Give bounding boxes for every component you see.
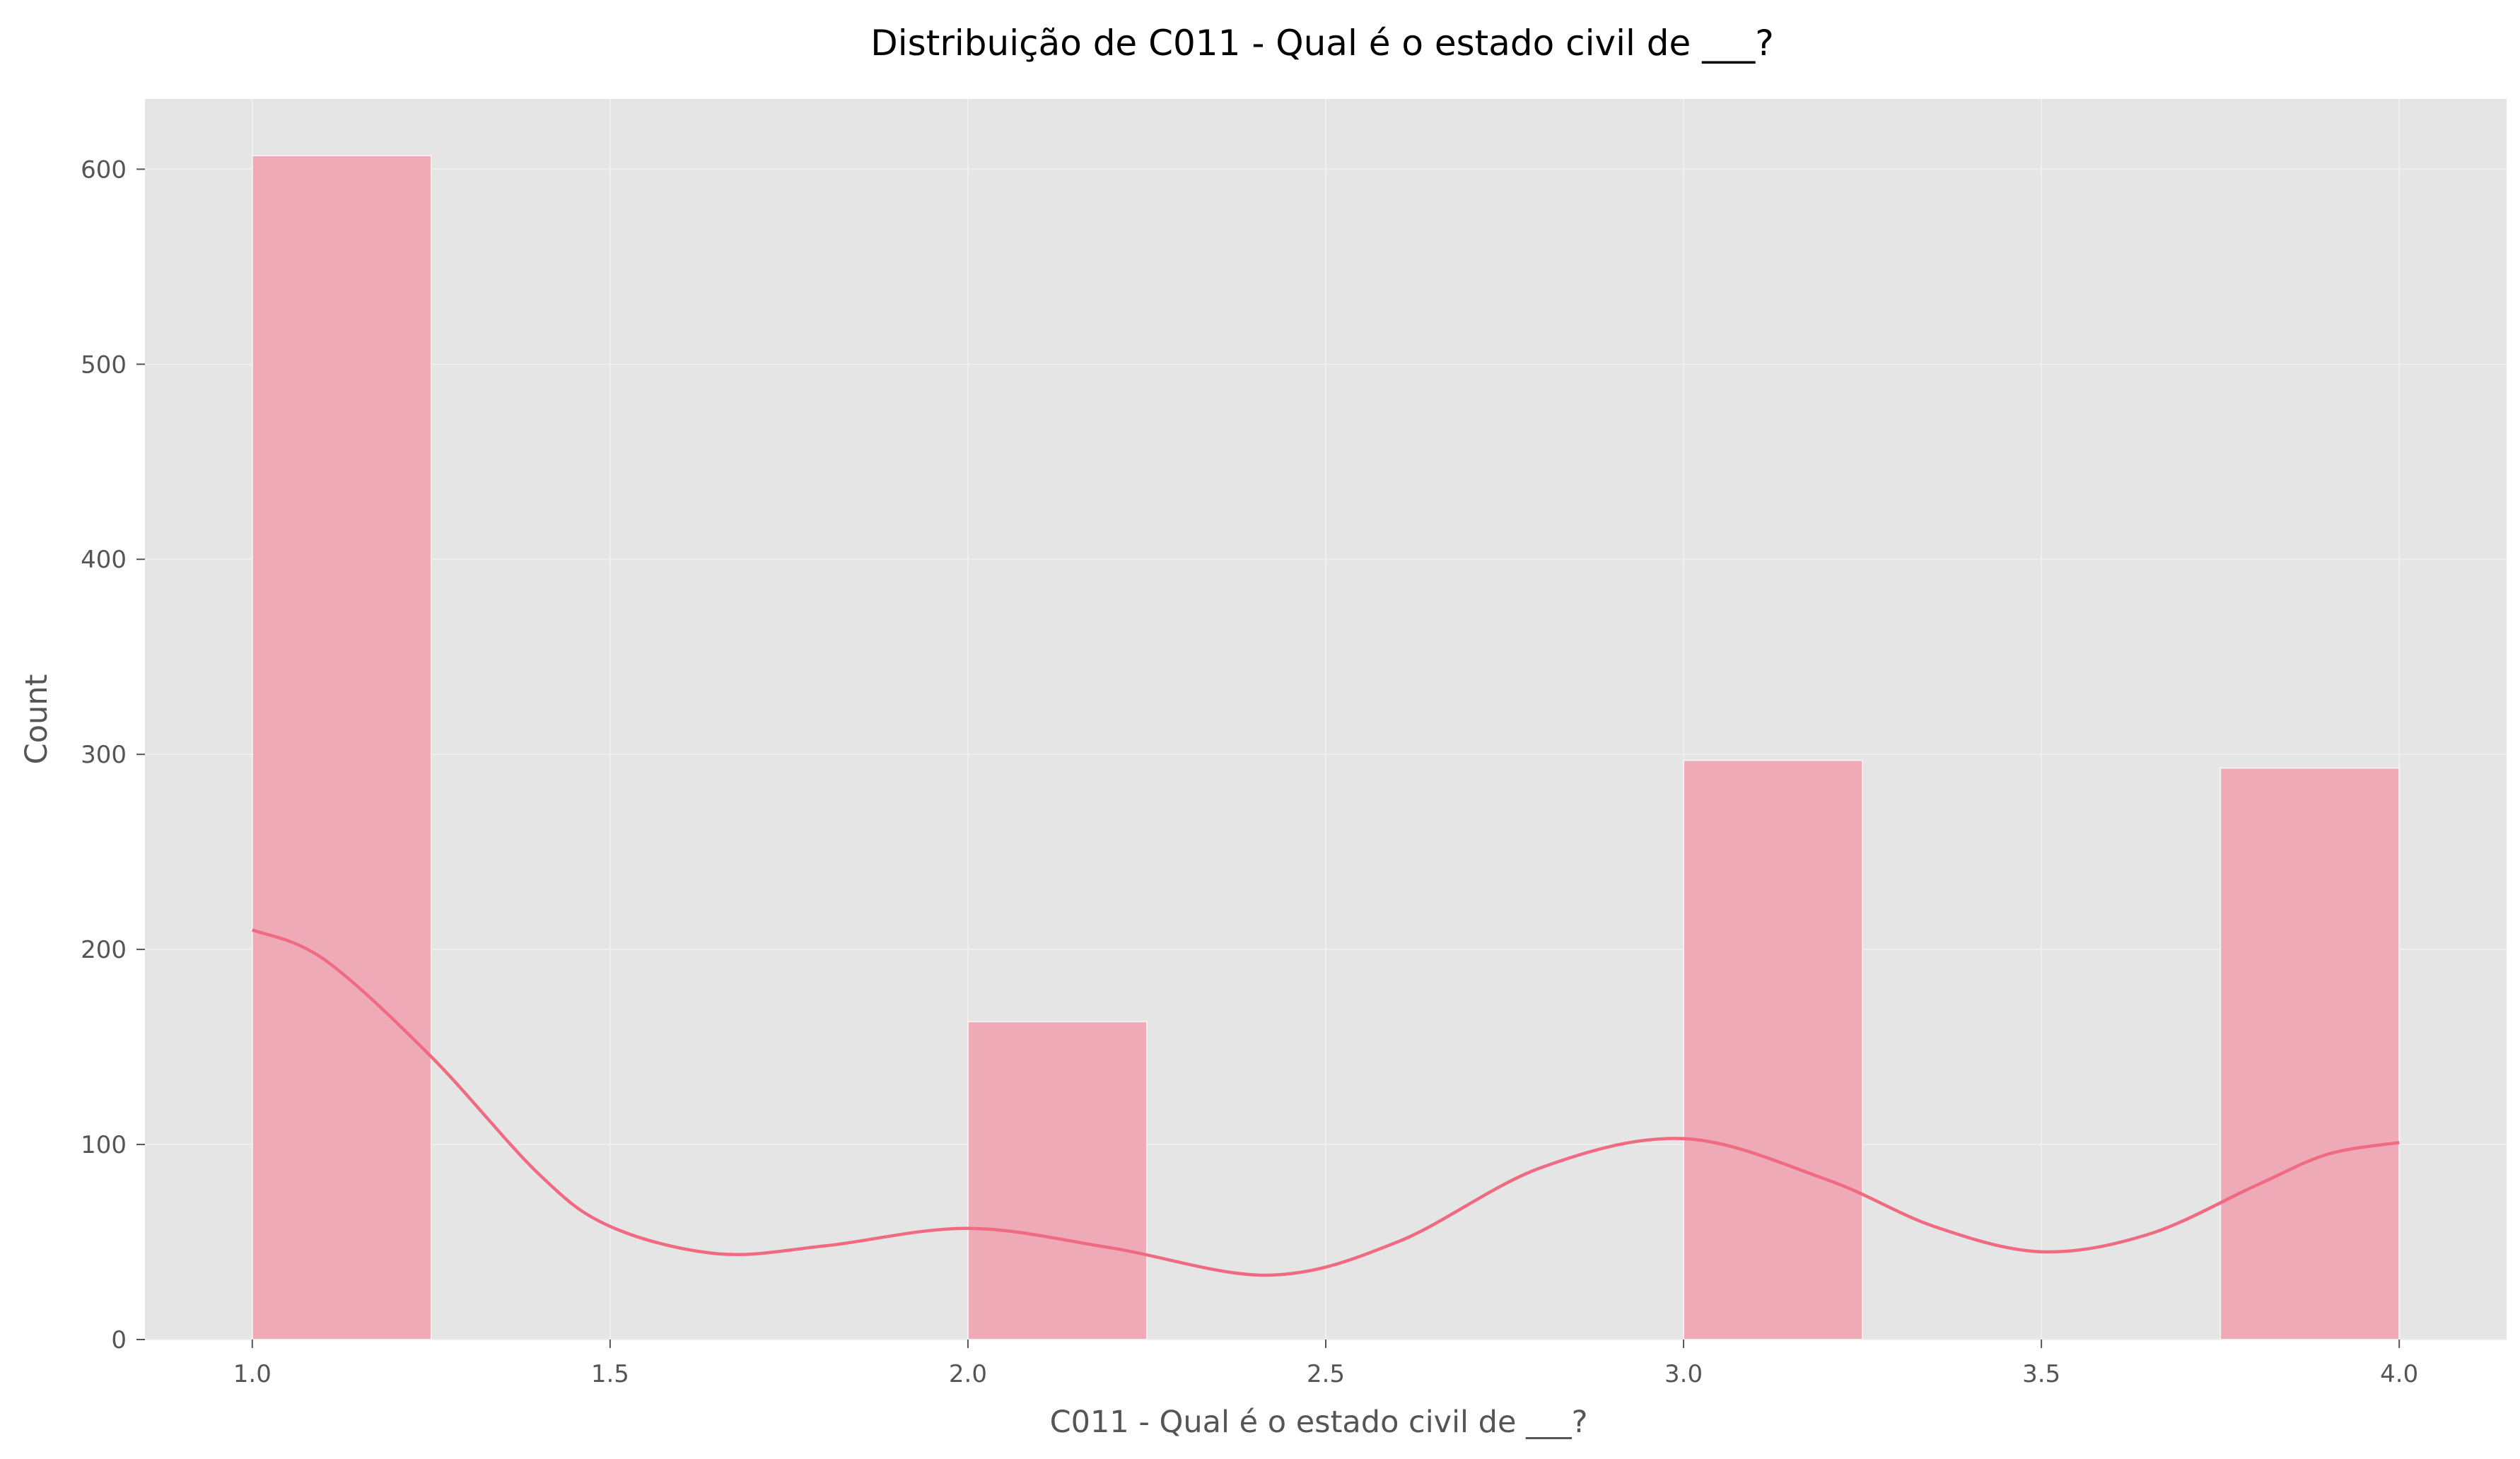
y-tick-label: 100 — [81, 1131, 127, 1159]
x-tick-label: 3.5 — [2022, 1360, 2060, 1388]
x-tick-label: 1.0 — [233, 1360, 272, 1388]
y-tick-label: 500 — [81, 351, 127, 379]
histogram-bar — [251, 155, 432, 1341]
y-tick-label: 300 — [81, 741, 127, 769]
axis-ticks: 1.0 1.5 2.0 2.5 3.0 3.5 4.0 0 100 200 300 400 500 600 — [81, 156, 2418, 1388]
x-tick-label: 3.0 — [1664, 1360, 1703, 1388]
chart-title: Distribuição de C011 - Qual é o estado c… — [870, 23, 1773, 64]
y-axis-label: Count — [19, 674, 54, 765]
histogram-bar — [1683, 759, 1864, 1340]
y-tick-label: 0 — [111, 1326, 127, 1354]
kde-density-line — [251, 928, 2400, 1277]
y-tick-label: 600 — [81, 156, 127, 184]
histogram-bars — [251, 155, 2401, 1341]
y-tick-label: 200 — [81, 936, 127, 964]
histogram-bar — [2219, 767, 2401, 1340]
x-tick-label: 2.5 — [1307, 1360, 1345, 1388]
x-tick-label: 1.5 — [591, 1360, 629, 1388]
y-tick-label: 400 — [81, 546, 127, 574]
histogram-bar — [967, 1021, 1148, 1341]
x-tick-label: 2.0 — [949, 1360, 987, 1388]
x-tick-label: 4.0 — [2380, 1360, 2418, 1388]
x-axis-label: C011 - Qual é o estado civil de ___? — [1050, 1405, 1588, 1440]
